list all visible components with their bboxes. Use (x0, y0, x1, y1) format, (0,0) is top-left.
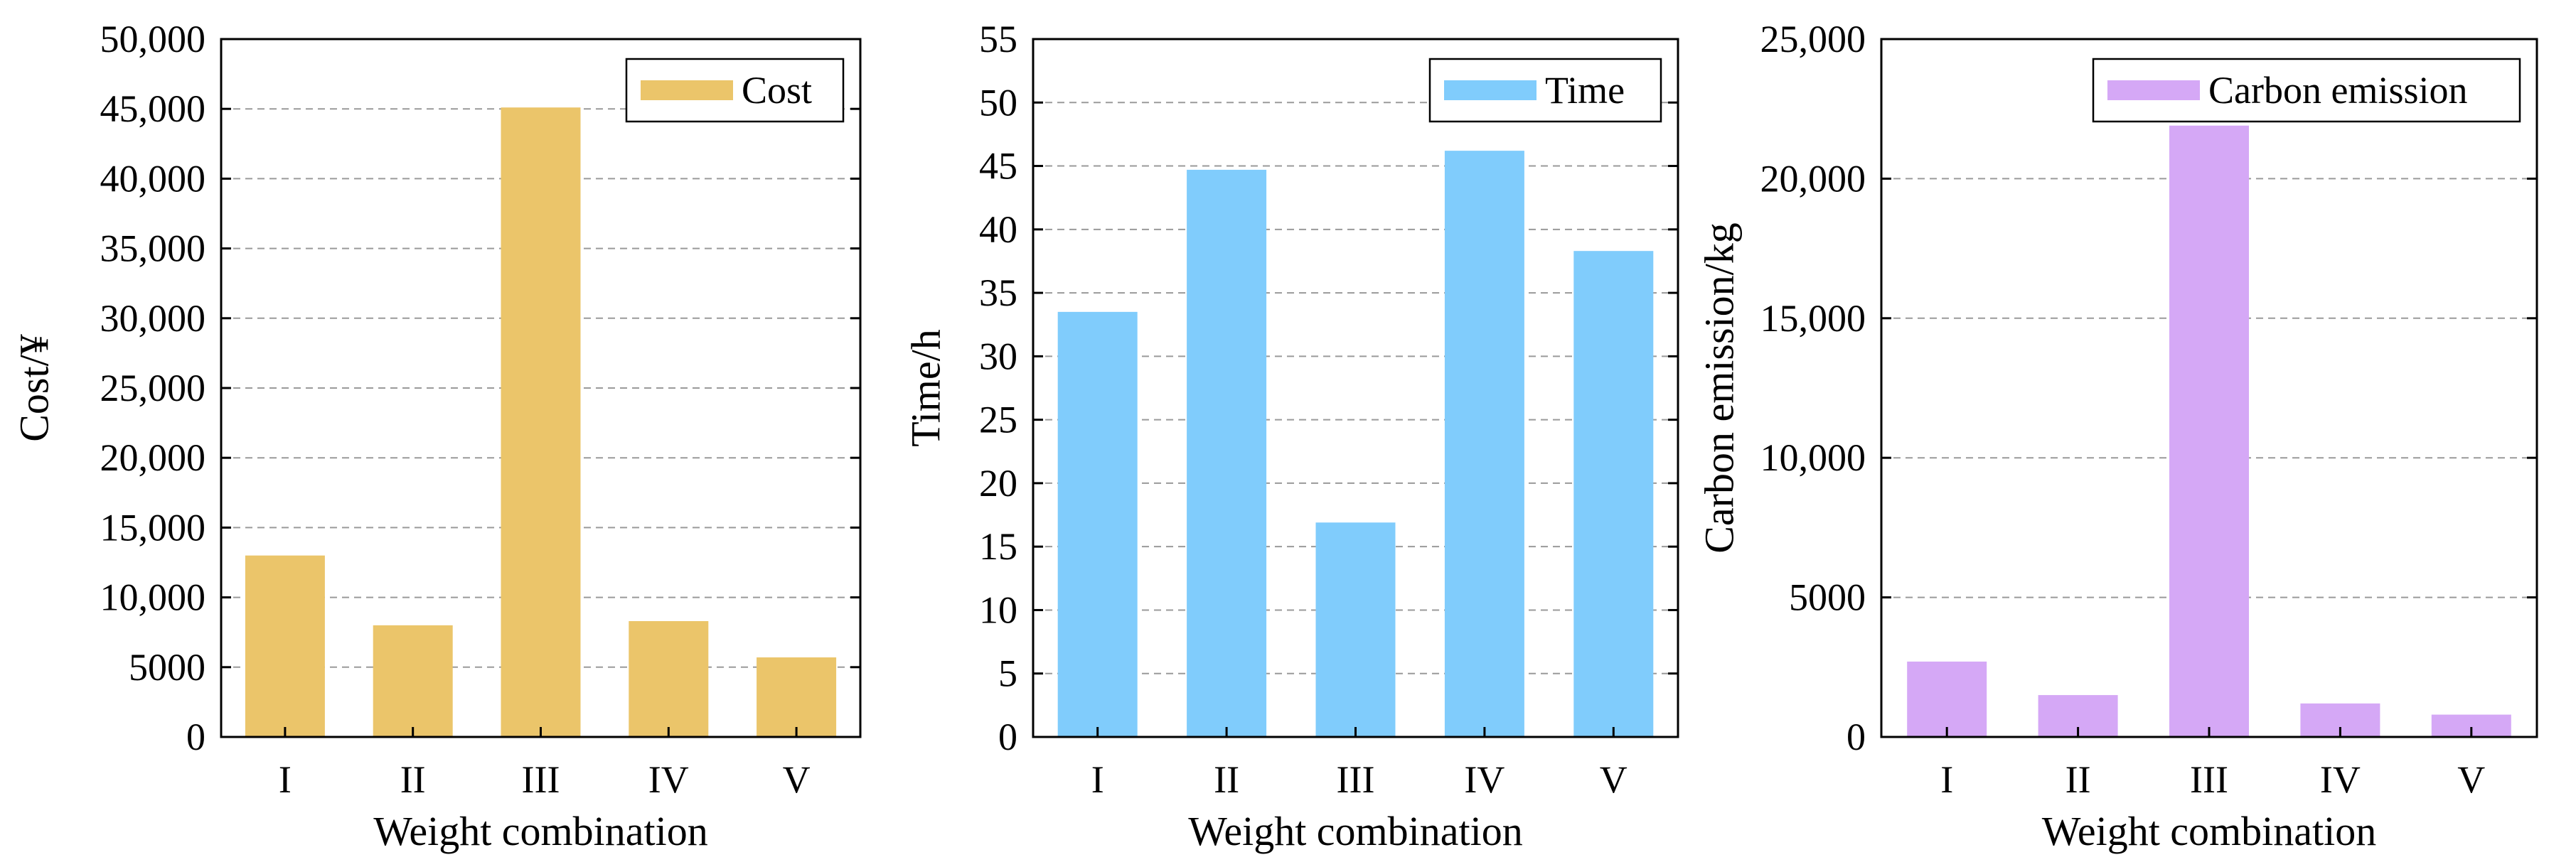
y-tick-label: 35,000 (100, 227, 206, 270)
y-tick-label: 5 (998, 652, 1017, 695)
bar-II (1187, 169, 1267, 737)
y-tick-label: 25,000 (1760, 18, 1866, 60)
bar-III (2169, 125, 2249, 737)
y-tick-label: 15,000 (1760, 297, 1866, 340)
x-tick-label: III (2190, 758, 2228, 801)
y-tick-label: 40,000 (100, 157, 206, 200)
bar-V (1573, 251, 1654, 737)
y-axis-label: Carbon emission/kg (1696, 222, 1743, 554)
y-tick-label: 25,000 (100, 367, 206, 409)
x-tick-label: III (1337, 758, 1375, 801)
bar-III (1315, 522, 1396, 737)
bar-I (1907, 661, 1987, 737)
y-tick-label: 25 (979, 399, 1017, 441)
y-tick-label: 0 (998, 716, 1017, 758)
legend-label: Time (1545, 69, 1625, 112)
y-tick-label: 55 (979, 18, 1017, 60)
y-tick-label: 15 (979, 525, 1017, 568)
legend-label: Carbon emission (2208, 69, 2467, 112)
x-tick-label: I (1940, 758, 1953, 801)
legend-swatch (641, 80, 733, 100)
y-tick-label: 50 (979, 81, 1017, 124)
y-axis-label: Cost/¥ (11, 334, 58, 442)
plot-frame (1032, 38, 1679, 738)
y-tick-label: 10,000 (100, 576, 206, 619)
y-tick-label: 20 (979, 462, 1017, 505)
plot-frame (220, 38, 862, 738)
bar-I (1057, 311, 1138, 737)
bar-IV (629, 620, 709, 737)
bar-IV (1444, 151, 1524, 737)
x-tick-label: IV (2320, 758, 2361, 801)
legend-swatch (1444, 80, 1536, 100)
y-tick-label: 45 (979, 145, 1017, 188)
x-tick-label: V (2457, 758, 2485, 801)
y-tick-label: 35 (979, 271, 1017, 314)
x-axis-label: Weight combination (373, 808, 708, 854)
y-tick-label: 5000 (129, 646, 205, 689)
y-tick-label: 20,000 (1760, 157, 1866, 200)
y-tick-label: 20,000 (100, 436, 206, 479)
y-tick-label: 0 (1847, 716, 1866, 758)
y-tick-label: 0 (186, 716, 205, 758)
x-axis-label: Weight combination (1188, 808, 1523, 854)
x-tick-label: I (279, 758, 292, 801)
x-tick-label: II (1214, 758, 1239, 801)
y-tick-label: 10 (979, 588, 1017, 631)
bar-III (501, 107, 581, 738)
y-tick-label: 30,000 (100, 297, 206, 340)
y-tick-label: 30 (979, 335, 1017, 377)
bar-I (245, 555, 325, 737)
legend-swatch (2107, 80, 2200, 100)
x-tick-label: IV (1464, 758, 1505, 801)
y-tick-label: 45,000 (100, 87, 206, 130)
x-tick-label: V (1600, 758, 1628, 801)
legend-label: Cost (742, 69, 812, 112)
bar-II (373, 625, 453, 737)
x-axis-label: Weight combination (2042, 808, 2377, 854)
x-tick-label: IV (648, 758, 689, 801)
x-tick-label: II (400, 758, 426, 801)
y-tick-label: 10,000 (1760, 436, 1866, 479)
x-tick-label: III (522, 758, 560, 801)
bar-V (757, 657, 837, 737)
y-axis-label: Time/h (903, 329, 949, 446)
y-tick-label: 5000 (1789, 576, 1866, 619)
y-tick-label: 50,000 (100, 18, 206, 60)
chart-panel-1: 0 5000 10,000 15,000 20,000 25,000 30,000 35,00… (11, 18, 862, 854)
plot-frame (1880, 38, 2538, 738)
y-tick-label: 15,000 (100, 506, 206, 549)
x-tick-label: I (1091, 758, 1104, 801)
y-tick-label: 40 (979, 208, 1017, 251)
x-tick-label: V (783, 758, 811, 801)
x-tick-label: II (2065, 758, 2091, 801)
